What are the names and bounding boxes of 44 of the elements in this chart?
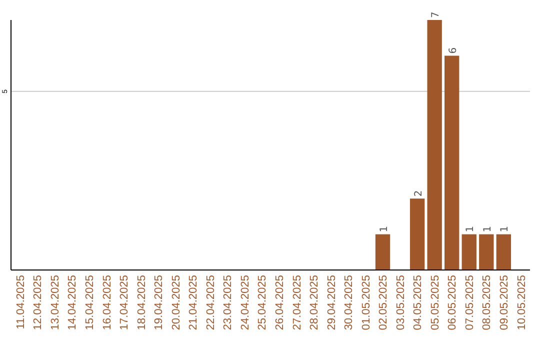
x-tick-label: 05.05.2025 <box>429 275 442 330</box>
bar <box>496 234 511 270</box>
bar <box>479 234 494 270</box>
x-tick-label: 15.04.2025 <box>84 275 96 330</box>
bar <box>410 198 425 270</box>
x-tick-label: 23.04.2025 <box>222 275 234 330</box>
x-tick-label: 26.04.2025 <box>274 275 286 330</box>
data-label: 1 <box>465 226 476 232</box>
x-tick-label: 13.04.2025 <box>49 275 62 330</box>
x-tick-label: 14.04.2025 <box>66 275 79 330</box>
x-tick-label: 24.04.2025 <box>239 275 252 330</box>
x-tick-label: 20.04.2025 <box>170 275 182 330</box>
data-label: 2 <box>413 190 424 197</box>
x-tick-label: 10.05.2025 <box>516 275 528 330</box>
x-tick-label: 04.05.2025 <box>412 275 424 330</box>
x-tick-label: 01.05.2025 <box>360 275 372 330</box>
x-tick-label: 18.04.2025 <box>136 275 148 330</box>
bar <box>427 20 442 270</box>
x-tick-label: 09.05.2025 <box>498 275 511 330</box>
x-tick-label: 03.05.2025 <box>394 275 407 330</box>
x-tick-label: 06.05.2025 <box>446 275 459 330</box>
data-label: 1 <box>482 226 494 232</box>
x-tick-label: 08.05.2025 <box>481 275 494 330</box>
x-tick-label: 07.05.2025 <box>464 275 476 330</box>
x-tick-label: 29.04.2025 <box>326 275 338 330</box>
x-tick-label: 25.04.2025 <box>256 275 269 330</box>
x-tick-label: 27.04.2025 <box>291 275 304 330</box>
x-tick-label: 30.04.2025 <box>343 275 356 330</box>
x-tick-label: 16.04.2025 <box>101 275 114 330</box>
x-tick-label: 11.04.2025 <box>14 275 27 330</box>
x-tick-label: 12.04.2025 <box>32 275 44 330</box>
bar <box>462 234 476 270</box>
data-label: 1 <box>500 226 511 232</box>
data-label: 7 <box>430 12 442 18</box>
x-tick-label: 22.04.2025 <box>204 275 217 330</box>
x-tick-label: 19.04.2025 <box>153 275 166 330</box>
x-tick-label: 02.05.2025 <box>378 275 390 330</box>
x-tick-label: 21.04.2025 <box>188 275 200 330</box>
x-tick-label: 17.04.2025 <box>118 275 131 330</box>
x-tick-label: 28.04.2025 <box>308 275 321 330</box>
bar <box>375 234 390 270</box>
data-label: 6 <box>448 47 459 54</box>
bar <box>444 56 460 270</box>
data-label: 1 <box>378 226 390 232</box>
